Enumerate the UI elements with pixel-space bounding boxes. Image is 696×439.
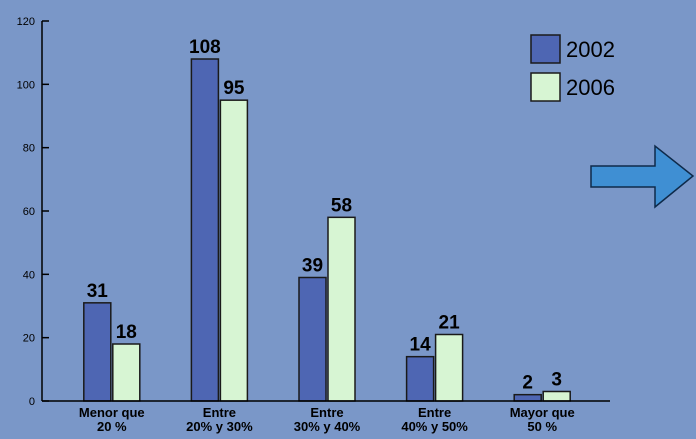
x-tick-label: Entre [418,405,451,420]
y-tick-label: 40 [23,269,35,281]
bar [112,343,141,402]
bar [83,302,112,402]
legend: 2002 2006 [530,34,615,102]
y-tick-label: 120 [17,16,35,28]
legend-label: 2006 [566,75,615,100]
bar [327,216,356,402]
data-label: 14 [410,335,432,356]
data-label: 2 [522,373,533,394]
x-tick-label: 40% y 50% [401,419,468,434]
legend-swatch [530,72,561,102]
legend-swatch [530,34,561,64]
bar [219,99,249,402]
x-tick-label: 20% y 30% [186,419,253,434]
bar [405,355,435,402]
data-label: 21 [439,313,461,334]
y-tick-label: 0 [29,396,35,408]
x-tick-label: 30% y 40% [294,419,361,434]
x-tick-label: 50 % [527,419,557,434]
data-label: 18 [116,322,137,343]
right-arrow-icon [590,144,695,209]
y-tick-label: 20 [23,333,35,345]
x-tick-label: Entre [203,405,236,420]
x-tick-label: Mayor que [510,405,575,420]
data-label: 3 [551,370,562,391]
y-tick-label: 100 [17,79,35,91]
data-label: 39 [302,256,323,277]
bar [298,276,327,402]
y-tick-label: 60 [23,206,35,218]
x-tick-label: Entre [310,405,343,420]
x-tick-label: 20 % [97,419,127,434]
bar [513,393,542,402]
y-axis: 0 20 40 60 80 100 120 [17,16,49,408]
data-label: 108 [189,37,221,58]
bar [542,390,571,402]
bar [190,58,220,402]
x-tick-label: Menor que [79,405,145,420]
data-label: 31 [87,281,109,302]
legend-label: 2002 [566,37,615,62]
data-label: 95 [223,78,245,99]
data-label: 58 [331,195,352,216]
bar [434,333,464,402]
y-tick-label: 80 [23,143,35,155]
